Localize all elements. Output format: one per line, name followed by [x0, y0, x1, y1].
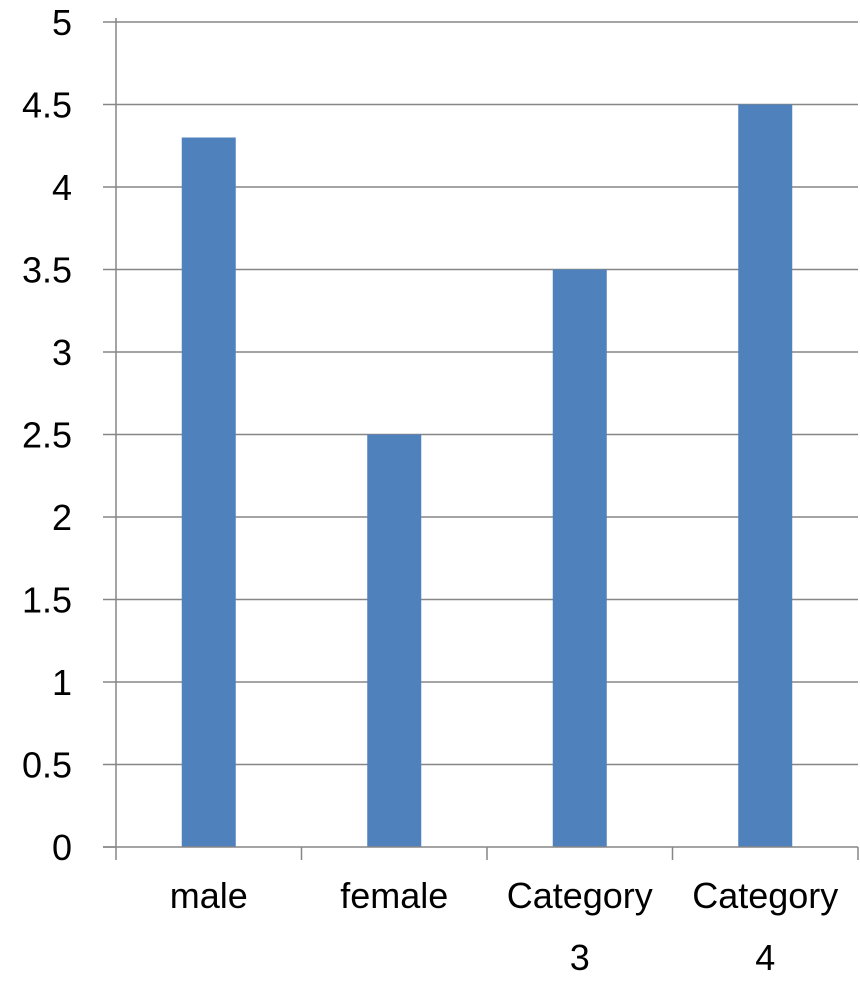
y-tick-label: 0 [52, 827, 72, 868]
y-tick-labels: 0 0.5 1 1.5 2 2.5 3 3.5 4 4.5 5 [22, 2, 72, 868]
y-tick-label: 0.5 [22, 745, 72, 786]
bar [738, 104, 793, 847]
bar [552, 269, 607, 847]
y-tick-label: 3.5 [22, 250, 72, 291]
bars [181, 104, 793, 847]
y-tick-label: 4 [52, 167, 72, 208]
axes [103, 18, 859, 860]
x-tick-label: Category 3 [507, 875, 653, 978]
y-tick-label: 5 [52, 2, 72, 43]
x-tick-labels: male female Category 3 Category 4 [170, 875, 839, 978]
y-tick-label: 2.5 [22, 415, 72, 456]
x-tick-label: male [170, 875, 248, 916]
x-tick-label: Category 4 [692, 875, 838, 978]
y-tick-label: 1 [52, 662, 72, 703]
x-tick-label: female [340, 875, 448, 916]
bar [181, 137, 236, 847]
y-tick-label: 3 [52, 332, 72, 373]
y-tick-label: 1.5 [22, 580, 72, 621]
bar [367, 434, 422, 847]
gridlines [116, 21, 858, 766]
y-tick-label: 2 [52, 497, 72, 538]
y-tick-label: 4.5 [22, 85, 72, 126]
